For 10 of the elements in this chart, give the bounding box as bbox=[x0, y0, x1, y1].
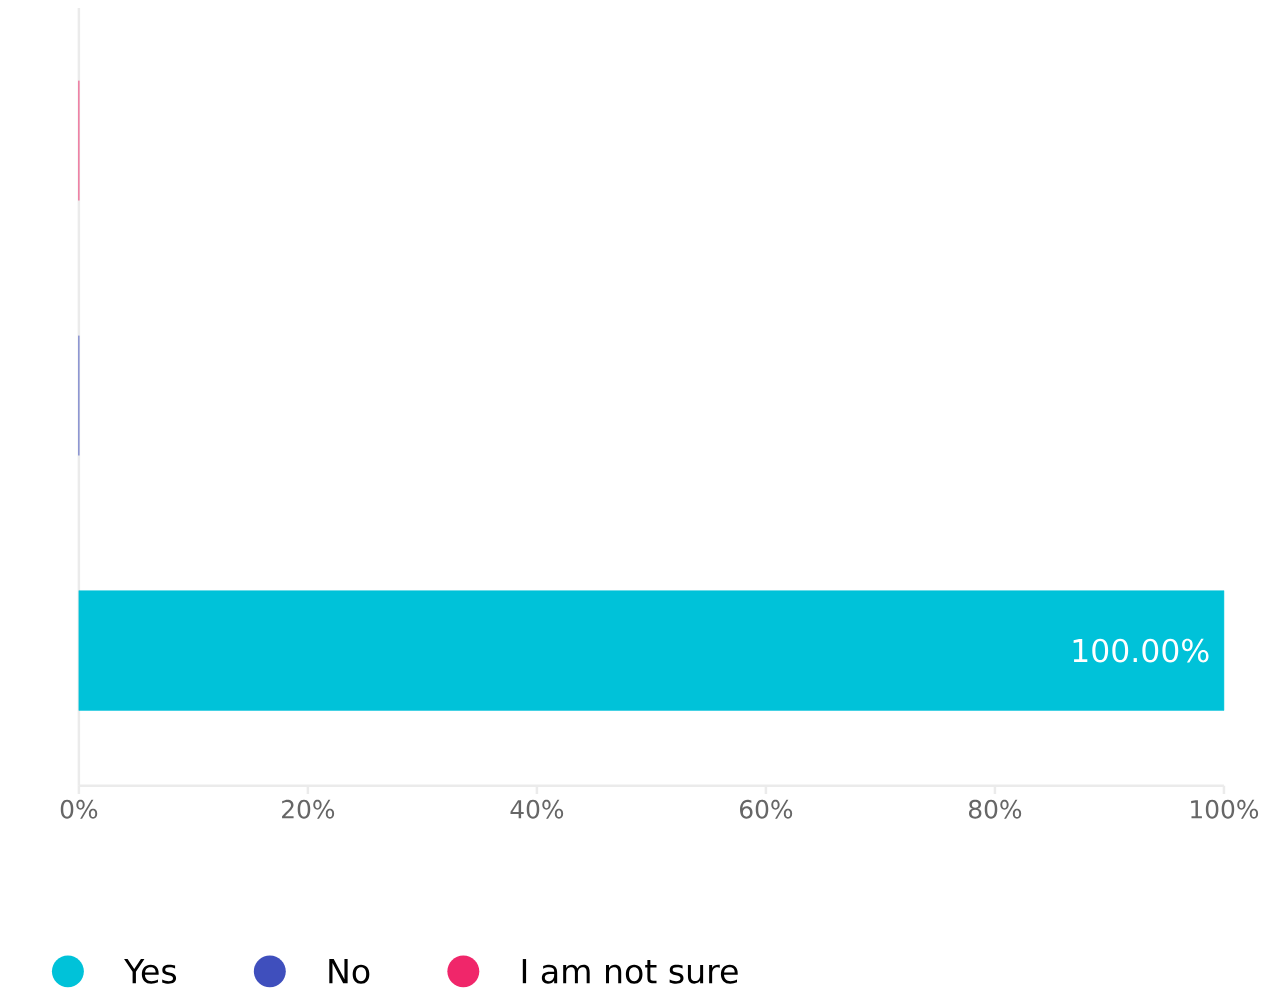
x-tick-label: 20% bbox=[282, 799, 335, 819]
legend-label: No bbox=[329, 958, 370, 984]
x-tick-label: 0% bbox=[60, 799, 98, 819]
x-tick-label: 40% bbox=[510, 799, 564, 819]
data-label: 100.00% bbox=[1073, 638, 1209, 663]
x-tick-label: 100% bbox=[1191, 799, 1259, 819]
legend-label: Yes bbox=[124, 958, 177, 984]
x-tick-label: 60% bbox=[740, 799, 793, 819]
legend-label: I am not sure bbox=[522, 958, 738, 984]
x-tick-label: 80% bbox=[968, 799, 1022, 819]
